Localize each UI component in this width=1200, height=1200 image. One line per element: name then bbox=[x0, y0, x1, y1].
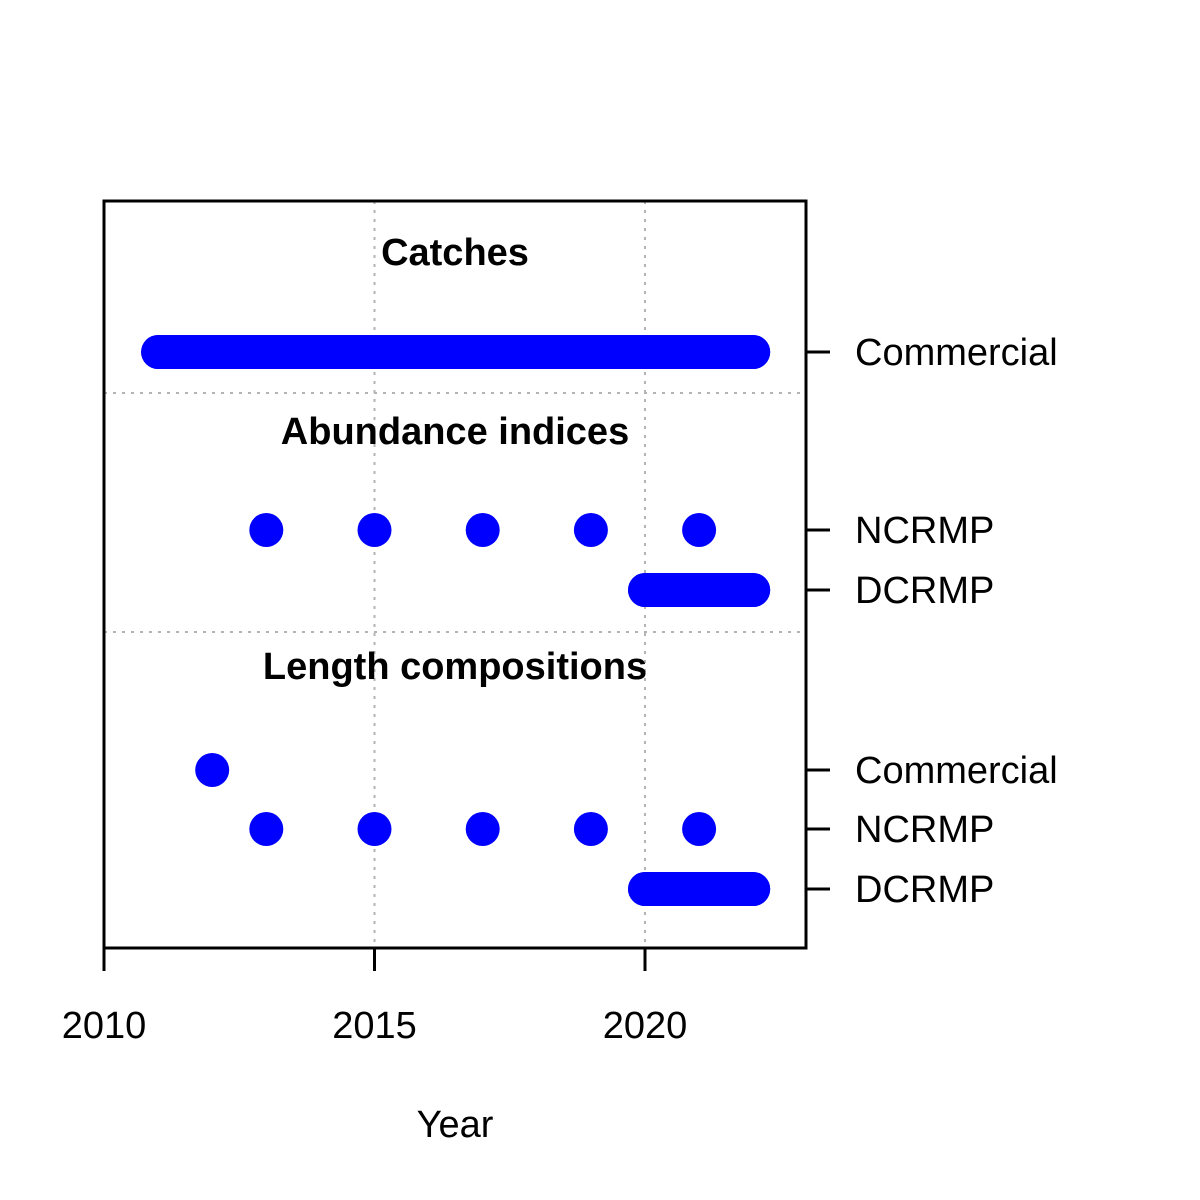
data-point bbox=[628, 573, 662, 607]
labels: Catches Commercial Abundance indices NCRMP D… bbox=[263, 232, 1058, 911]
data-point bbox=[357, 812, 392, 846]
data-point bbox=[465, 812, 500, 846]
data-point bbox=[195, 753, 230, 787]
row-label: DCRMP bbox=[855, 570, 994, 612]
data-point bbox=[682, 573, 717, 607]
data-point bbox=[249, 812, 284, 846]
data-point bbox=[628, 335, 662, 369]
data-point bbox=[628, 872, 662, 906]
data-point bbox=[357, 513, 392, 547]
x-tick-label: 2015 bbox=[332, 1005, 417, 1047]
data-point bbox=[357, 335, 392, 369]
row-label: Commercial bbox=[855, 750, 1058, 792]
data-point bbox=[736, 335, 771, 369]
data-marks bbox=[141, 335, 771, 906]
x-axis-title: Year bbox=[417, 1104, 494, 1146]
data-point bbox=[573, 812, 608, 846]
data-point bbox=[411, 335, 446, 369]
data-point bbox=[465, 513, 500, 547]
data-point bbox=[736, 573, 771, 607]
data-point bbox=[249, 335, 284, 369]
data-point bbox=[519, 335, 554, 369]
data-point bbox=[682, 335, 717, 369]
row-label: NCRMP bbox=[855, 510, 994, 552]
data-point bbox=[465, 335, 500, 369]
data-point bbox=[573, 513, 608, 547]
data-point bbox=[573, 335, 608, 369]
data-point bbox=[682, 872, 717, 906]
row-label: NCRMP bbox=[855, 809, 994, 851]
x-tick-label: 2010 bbox=[62, 1005, 147, 1047]
data-point bbox=[303, 335, 338, 369]
x-tick-label: 2020 bbox=[603, 1005, 688, 1047]
group-title: Catches bbox=[381, 232, 529, 274]
x-axis: 2010 2015 2020 bbox=[62, 350, 830, 1047]
group-title: Abundance indices bbox=[281, 411, 629, 453]
data-point bbox=[736, 872, 771, 906]
row-label: DCRMP bbox=[855, 869, 994, 911]
data-point bbox=[141, 335, 176, 369]
group-title: Length compositions bbox=[263, 646, 647, 688]
data-point bbox=[195, 335, 230, 369]
data-point bbox=[682, 812, 717, 846]
row-label: Commercial bbox=[855, 332, 1058, 374]
data-point bbox=[682, 513, 717, 547]
data-point bbox=[249, 513, 284, 547]
